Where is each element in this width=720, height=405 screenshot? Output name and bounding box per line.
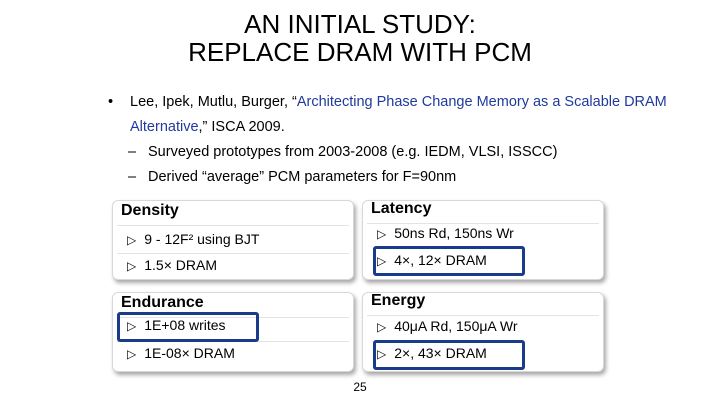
endurance-value: 1E+08 writes — [144, 317, 226, 333]
title-line-1: AN INITIAL STUDY: — [244, 9, 476, 39]
density-title: Density — [121, 202, 179, 219]
endurance-item: ▷ 1E-08× DRAM — [127, 345, 235, 361]
energy-title: Energy — [371, 292, 426, 309]
citation-paper-title: Architecting Phase Change Memory as a Sc… — [130, 94, 667, 135]
endurance-value: 1E-08× DRAM — [144, 345, 235, 361]
triangle-icon: ▷ — [127, 259, 137, 273]
latency-panel: Latency ▷ 50ns Rd, 150ns Wr ▷ 4×, 12× DRAM — [362, 200, 604, 280]
bullet-marker: • — [108, 94, 114, 110]
latency-value: 4×, 12× DRAM — [394, 252, 487, 268]
energy-value: 2×, 43× DRAM — [394, 345, 487, 361]
panel-divider — [117, 253, 349, 254]
endurance-highlight-box — [117, 312, 259, 342]
endurance-panel: Endurance ▷ 1E+08 writes ▷ 1E-08× DRAM — [112, 292, 354, 372]
energy-panel: Energy ▷ 40μA Rd, 150μA Wr ▷ 2×, 43× DRAM — [362, 292, 604, 372]
subbullet-surveyed: – Surveyed prototypes from 2003-2008 (e.… — [108, 140, 668, 165]
energy-highlight-box — [373, 340, 525, 370]
endurance-item: ▷ 1E+08 writes — [127, 317, 226, 333]
latency-item: ▷ 50ns Rd, 150ns Wr — [377, 225, 514, 241]
density-value: 1.5× DRAM — [144, 257, 217, 273]
latency-item: ▷ 4×, 12× DRAM — [377, 252, 487, 268]
bullet-citation: • Lee, Ipek, Mutlu, Burger, “Architectin… — [108, 90, 668, 140]
panel-divider — [367, 315, 599, 316]
citation-authors: Lee, Ipek, Mutlu, Burger, “ — [130, 94, 297, 110]
energy-item: ▷ 40μA Rd, 150μA Wr — [377, 318, 518, 334]
density-item: ▷ 1.5× DRAM — [127, 257, 217, 273]
panel-divider — [117, 317, 349, 318]
subbullet-marker: – — [128, 169, 137, 185]
density-panel: Density ▷ 9 - 12F² using BJT ▷ 1.5× DRAM — [112, 200, 354, 280]
title-line-2: REPLACE DRAM WITH PCM — [188, 37, 532, 67]
page-number: 25 — [353, 380, 367, 394]
bullet-list: • Lee, Ipek, Mutlu, Burger, “Architectin… — [108, 90, 668, 190]
subbullet-text: Derived “average” PCM parameters for F=9… — [148, 169, 457, 185]
subbullet-text: Surveyed prototypes from 2003-2008 (e.g.… — [148, 144, 558, 160]
triangle-icon: ▷ — [127, 233, 137, 247]
density-item: ▷ 9 - 12F² using BJT — [127, 231, 259, 247]
latency-title: Latency — [371, 200, 432, 217]
triangle-icon: ▷ — [377, 347, 387, 361]
endurance-title: Endurance — [121, 294, 204, 311]
triangle-icon: ▷ — [377, 320, 387, 334]
citation-venue: ,” ISCA 2009. — [198, 119, 285, 135]
panel-divider — [367, 223, 599, 224]
latency-highlight-box — [373, 246, 525, 276]
slide-title: AN INITIAL STUDY: REPLACE DRAM WITH PCM — [0, 10, 720, 66]
subbullet-derived: – Derived “average” PCM parameters for F… — [108, 165, 668, 190]
triangle-icon: ▷ — [377, 254, 387, 268]
triangle-icon: ▷ — [377, 227, 387, 241]
triangle-icon: ▷ — [127, 319, 137, 333]
energy-item: ▷ 2×, 43× DRAM — [377, 345, 487, 361]
energy-value: 40μA Rd, 150μA Wr — [394, 318, 518, 334]
panel-divider — [117, 225, 349, 226]
density-value: 9 - 12F² using BJT — [144, 231, 260, 247]
triangle-icon: ▷ — [127, 347, 137, 361]
latency-value: 50ns Rd, 150ns Wr — [394, 225, 514, 241]
subbullet-marker: – — [128, 144, 137, 160]
